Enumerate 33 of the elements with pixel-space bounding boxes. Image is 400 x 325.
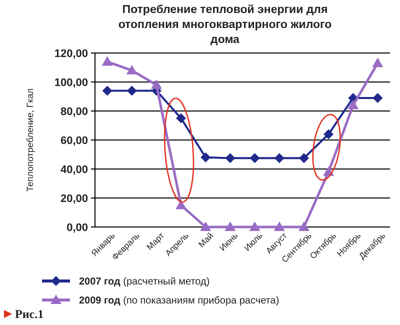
point xyxy=(200,152,211,162)
point xyxy=(274,153,284,164)
y-tick-label: 100,00 xyxy=(54,76,88,89)
y-tick-label: 120,00 xyxy=(54,48,88,60)
y-tick-label: 40,00 xyxy=(60,164,88,176)
legend-label: 2007 год (расчетный метод) xyxy=(79,276,210,288)
y-tick-label: 60,00 xyxy=(60,134,88,147)
point xyxy=(225,153,236,164)
point xyxy=(224,222,236,231)
point xyxy=(126,86,137,96)
point xyxy=(249,222,260,231)
y-axis-title: Теплопотребление, Гкал xyxy=(25,88,35,192)
point xyxy=(372,92,383,103)
point xyxy=(200,222,212,231)
point xyxy=(150,79,162,89)
point xyxy=(298,222,310,231)
point xyxy=(102,56,113,66)
point xyxy=(298,153,309,164)
chart-title: Потребление тепловой энергии для отопления многоквартирного жилого дома xyxy=(118,4,332,46)
y-tick-label: 0,00 xyxy=(66,222,88,234)
y-tick-label: 80,00 xyxy=(60,106,88,118)
point xyxy=(176,200,187,210)
point xyxy=(324,129,334,140)
point xyxy=(348,100,359,110)
point xyxy=(250,153,260,164)
text: Рис.1 xyxy=(15,307,44,322)
point xyxy=(126,64,138,74)
point xyxy=(176,113,186,124)
point xyxy=(274,222,285,231)
y-tick-label: 20,00 xyxy=(60,192,88,205)
point xyxy=(372,58,384,68)
legend-label: 2009 год (по показаниям прибора расчета) xyxy=(79,296,280,306)
point xyxy=(102,86,112,96)
